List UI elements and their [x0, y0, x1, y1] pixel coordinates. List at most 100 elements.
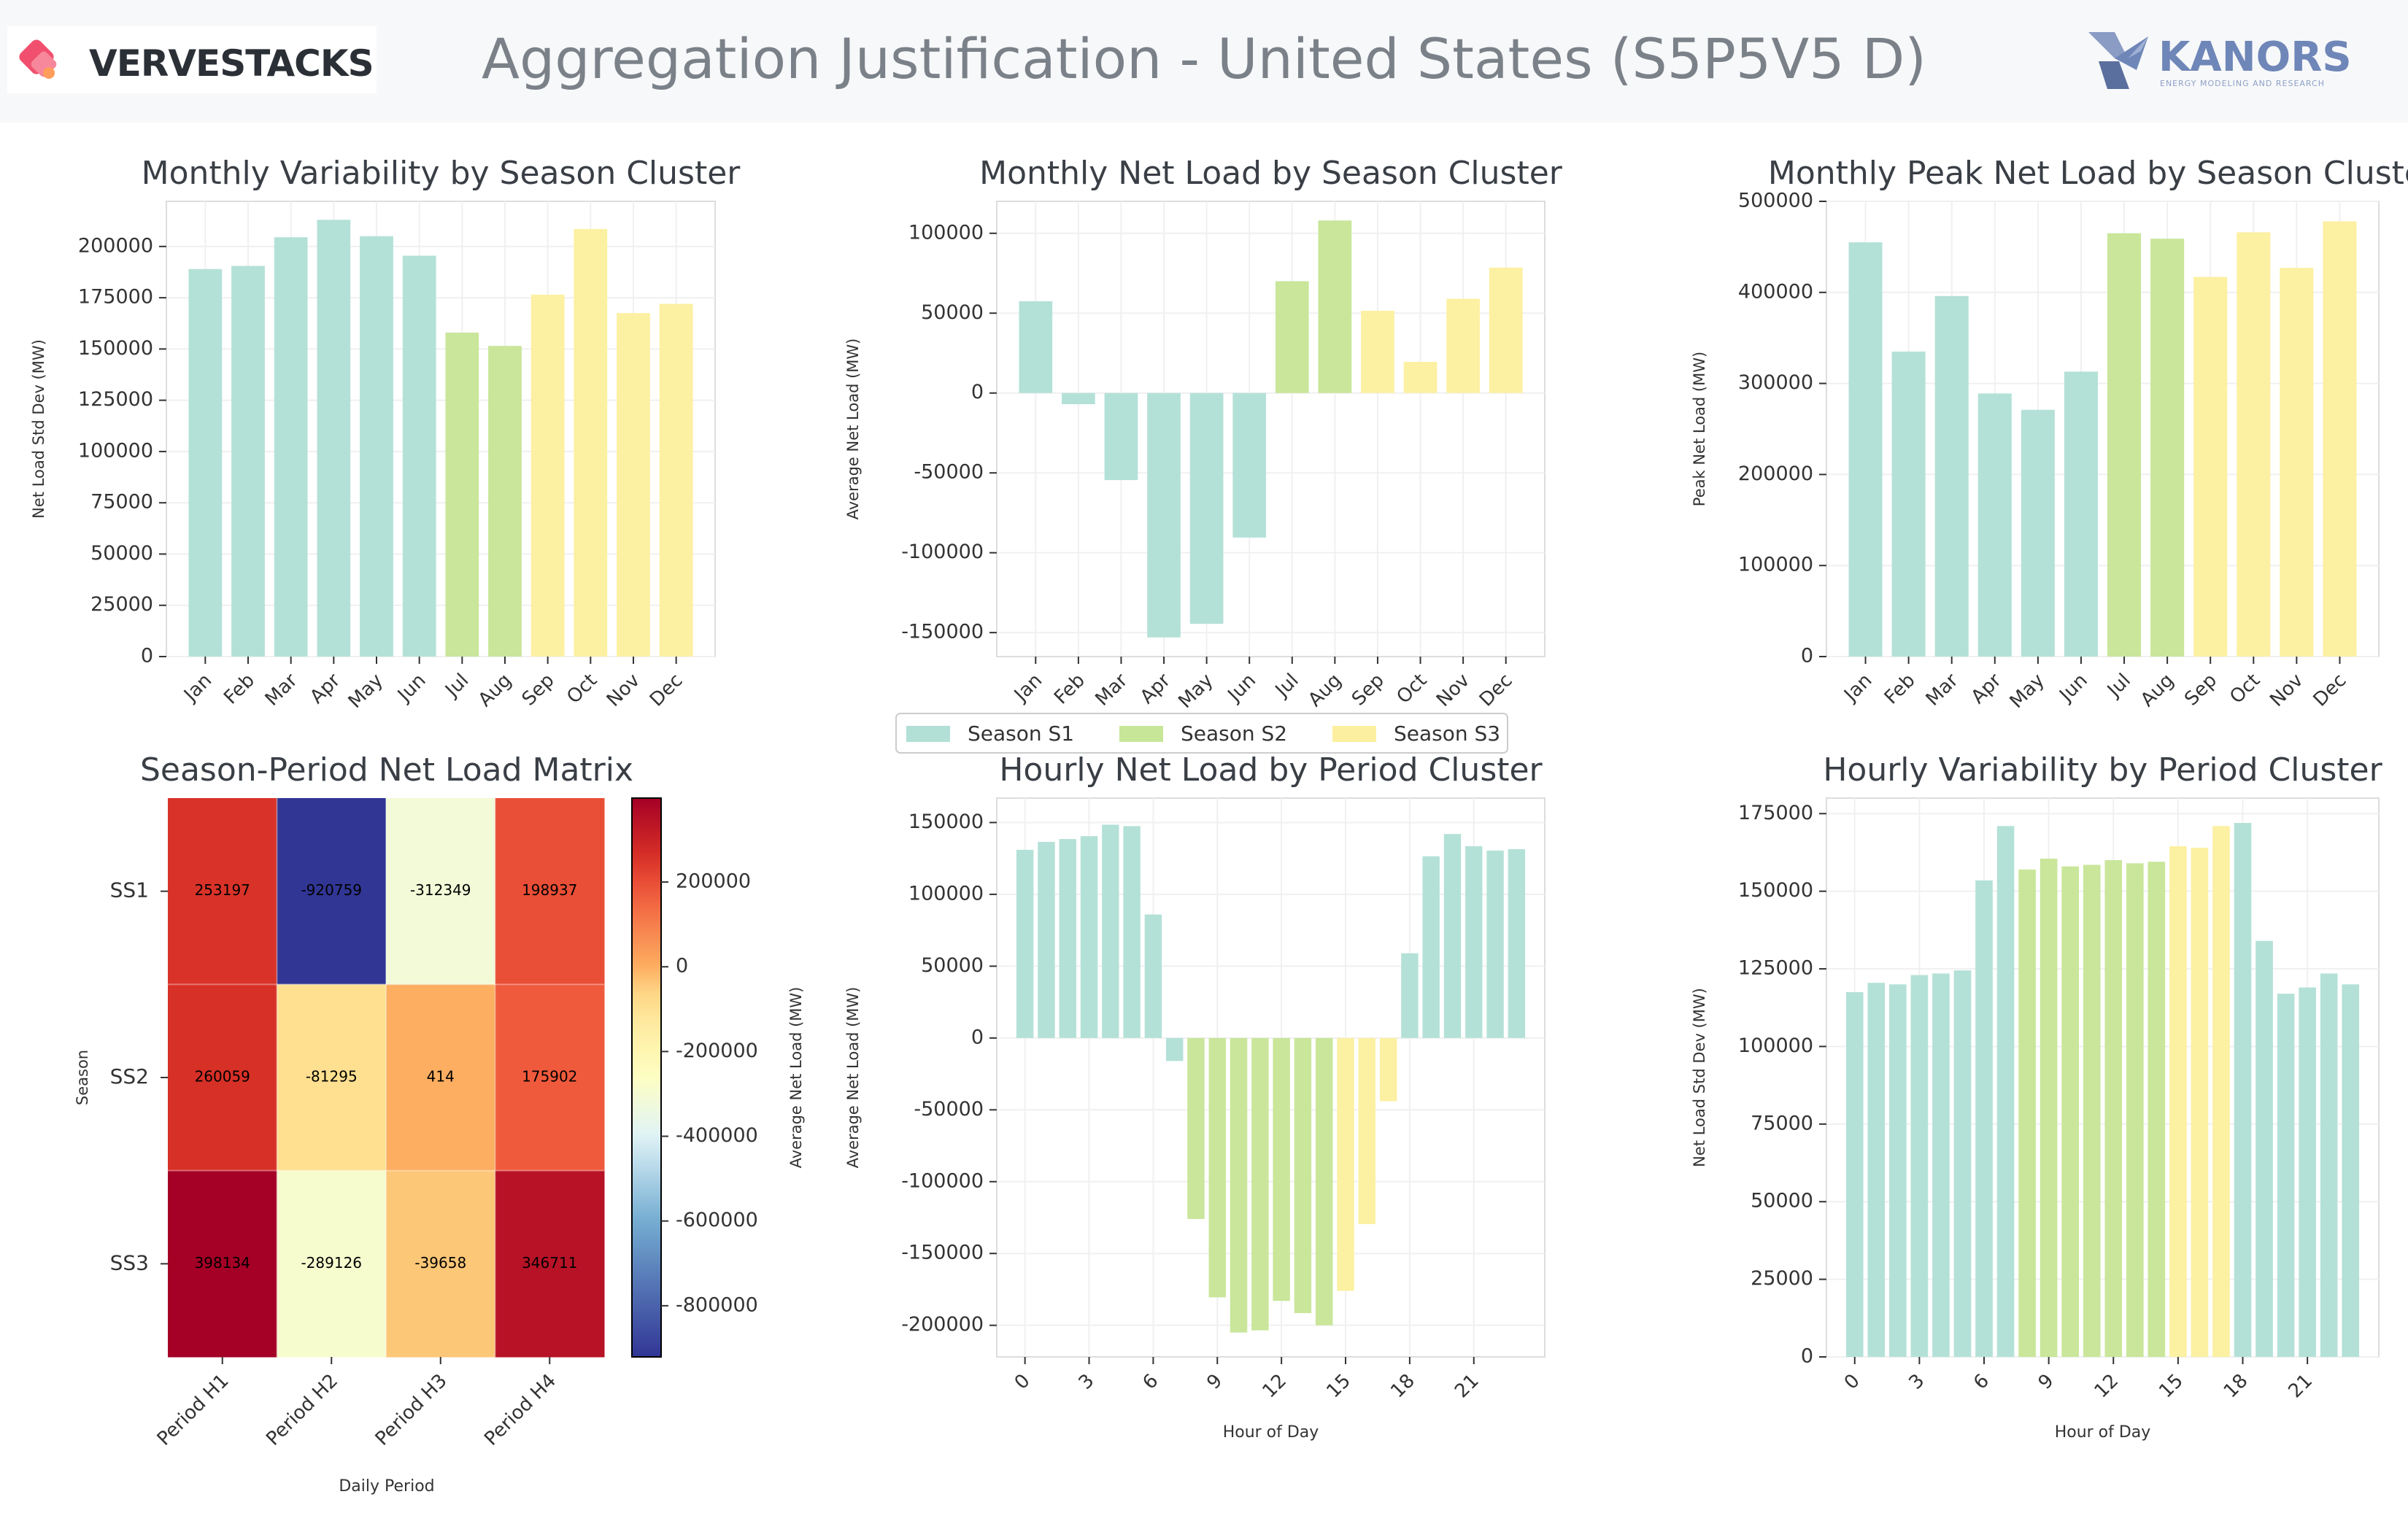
- bar-hour-17: [2212, 826, 2230, 1357]
- x-tick-label: Nov: [1432, 670, 1474, 711]
- heatmap-cell-label: 346711: [522, 1254, 577, 1272]
- vervestacks-logo-icon: [19, 39, 57, 79]
- bar-Oct: [2237, 232, 2271, 657]
- bar-hour-10: [2061, 866, 2080, 1357]
- bar-Sep: [2193, 276, 2228, 657]
- x-tick-label: 21: [1451, 1370, 1483, 1403]
- bar-hour-5: [1123, 826, 1141, 1038]
- heatmap-cell-label: -81295: [306, 1068, 358, 1086]
- bar-hour-14: [1316, 1037, 1333, 1326]
- bar-hour-4: [1102, 824, 1119, 1038]
- heatmap-row-label: SS2: [110, 1064, 149, 1088]
- bar-Aug: [1318, 220, 1352, 393]
- bar-hour-1: [1867, 983, 1886, 1357]
- colorbar: [631, 797, 662, 1358]
- heatmap-cell-label: 253197: [195, 881, 250, 899]
- y-tick-label: 150000: [1738, 879, 1813, 902]
- kanors-logo: KANORS ENERGY MODELING AND RESEARCH: [2085, 29, 2352, 95]
- bar-Jun: [2064, 371, 2099, 657]
- y-tick-label: 100000: [1738, 554, 1813, 576]
- bar-Jan: [188, 268, 223, 657]
- bar-hour-11: [2083, 864, 2101, 1357]
- chart-title: Monthly Net Load by Season Cluster: [979, 155, 1563, 192]
- x-tick-label: Feb: [1880, 670, 1920, 709]
- plot-frame: [1826, 797, 2380, 1358]
- bar-hour-9: [1208, 1037, 1226, 1298]
- heatmap-cell: [277, 1170, 387, 1358]
- bar-Mar: [1934, 295, 1969, 657]
- heatmap-cell: [277, 798, 387, 985]
- x-tick-label: Oct: [1392, 670, 1431, 708]
- x-tick-label: Jan: [1009, 670, 1046, 707]
- bar-May: [2021, 409, 2055, 657]
- x-tick-label: Apr: [306, 670, 344, 708]
- x-axis-label: Hour of Day: [2055, 1423, 2151, 1442]
- bar-Feb: [231, 266, 265, 657]
- heatmap-y-label: Season: [74, 1050, 91, 1105]
- bar-hour-20: [1443, 834, 1462, 1038]
- bar-hour-23: [1508, 848, 1526, 1038]
- bar-hour-12: [2104, 860, 2123, 1357]
- bar-hour-2: [1889, 984, 1907, 1357]
- x-tick-label: Jun: [1223, 670, 1260, 707]
- bar-hour-3: [1080, 836, 1098, 1038]
- bar-hour-16: [1358, 1037, 1376, 1224]
- legend-swatch: [1332, 726, 1376, 742]
- kanors-logo-icon: [2088, 32, 2148, 89]
- bar-Aug: [2150, 239, 2185, 657]
- plot-frame: [996, 201, 1545, 657]
- bar-hour-18: [1401, 953, 1419, 1038]
- bar-Jul: [1275, 281, 1309, 393]
- y-tick-label: 200000: [78, 234, 153, 257]
- bar-Sep: [1361, 310, 1394, 393]
- y-tick-label: 75000: [90, 491, 153, 514]
- bar-Jan: [1848, 242, 1883, 657]
- legend-box: [895, 713, 1508, 754]
- heatmap-col-label: Period H2: [262, 1370, 342, 1450]
- x-axis-label: Hour of Day: [1223, 1423, 1319, 1442]
- y-tick-label: 25000: [90, 593, 153, 616]
- x-tick-label: Jun: [393, 670, 430, 707]
- x-tick-label: Mar: [1092, 670, 1132, 711]
- y-tick-label: -100000: [901, 1169, 984, 1192]
- heatmap-cell: [495, 798, 605, 985]
- bar-Feb: [1891, 351, 1926, 657]
- x-tick-label: Aug: [2137, 670, 2178, 711]
- heatmap-x-label: Daily Period: [339, 1477, 434, 1496]
- heatmap-cell-label: 198937: [522, 881, 577, 899]
- heatmap-col-label: Period H4: [480, 1370, 560, 1450]
- y-tick-label: 175000: [78, 286, 153, 309]
- y-tick-label: 100000: [1738, 1034, 1813, 1057]
- x-tick-label: Dec: [1475, 670, 1517, 711]
- bar-hour-14: [2147, 862, 2166, 1357]
- x-tick-label: Feb: [1050, 670, 1089, 709]
- bar-hour-22: [1486, 850, 1504, 1038]
- y-tick-label: 50000: [90, 542, 153, 565]
- y-tick-label: 125000: [78, 388, 153, 411]
- y-tick-label: 0: [141, 645, 153, 668]
- bar-Oct: [1403, 362, 1438, 393]
- bar-hour-17: [1379, 1037, 1397, 1102]
- heatmap-cell: [495, 1170, 605, 1358]
- bar-Apr: [317, 220, 351, 657]
- bar-hour-3: [1910, 975, 1929, 1357]
- y-tick-label: 0: [1801, 1345, 1813, 1368]
- bar-Jul: [2107, 233, 2142, 657]
- y-axis-label: Average Net Load (MW): [844, 338, 862, 520]
- bar-Jan: [1019, 301, 1053, 393]
- heatmap-cell: [168, 984, 277, 1172]
- x-tick-label: 18: [1386, 1370, 1419, 1403]
- y-tick-label: 50000: [1751, 1190, 1813, 1212]
- bar-Jun: [1232, 392, 1267, 538]
- x-tick-label: 21: [2284, 1370, 2317, 1403]
- legend-label: Season S2: [1181, 721, 1287, 746]
- x-tick-label: May: [2006, 670, 2049, 713]
- x-tick-label: Oct: [563, 670, 601, 708]
- bar-hour-13: [2126, 863, 2144, 1357]
- x-tick-label: Jan: [179, 670, 216, 707]
- heatmap-col-label: Period H1: [153, 1370, 234, 1450]
- bar-hour-18: [2234, 823, 2252, 1357]
- heatmap-cell: [495, 984, 605, 1172]
- bar-Mar: [1104, 392, 1138, 481]
